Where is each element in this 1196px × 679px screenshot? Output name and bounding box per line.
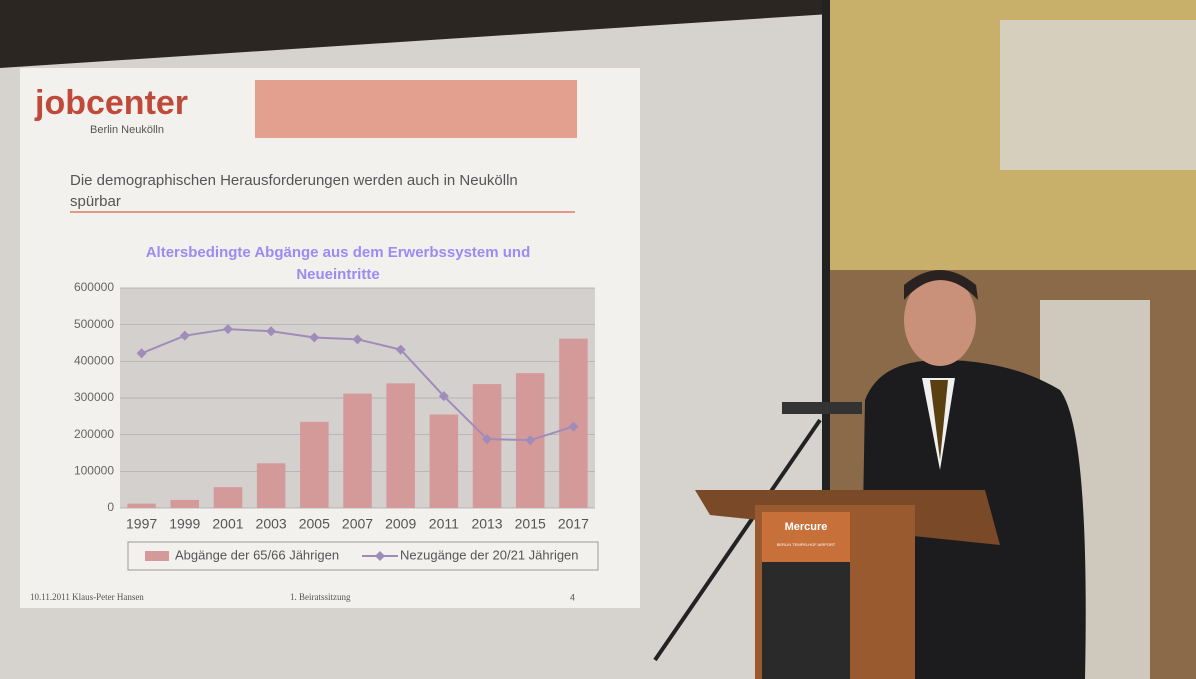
- x-tick-label: 2009: [385, 516, 416, 532]
- x-tick-label: 1997: [126, 516, 157, 532]
- x-tick-label: 2015: [515, 516, 546, 532]
- bar: [214, 487, 243, 508]
- bar: [343, 394, 372, 508]
- chart-title: Altersbedingte Abgänge aus dem Erwerbssy…: [118, 242, 558, 286]
- y-tick-label: 100000: [74, 464, 114, 478]
- bar: [127, 504, 156, 508]
- bar: [257, 463, 286, 508]
- y-tick-label: 400000: [74, 354, 114, 368]
- slide-banner: [255, 80, 577, 138]
- legend-swatch: [145, 551, 169, 561]
- curtain: [1000, 20, 1196, 170]
- x-tick-label: 2017: [558, 516, 589, 532]
- y-tick-label: 300000: [74, 390, 114, 404]
- bar: [430, 415, 459, 509]
- logo: jobcenter: [34, 84, 188, 122]
- scene: jobcenter Berlin Neukölln 0 100000 200000 3…: [0, 0, 1196, 679]
- page-number: 4: [570, 592, 575, 602]
- bar: [473, 384, 502, 508]
- slide-heading: Die demographischen Herausforderungen we…: [70, 170, 570, 212]
- bar: [386, 383, 415, 508]
- logo-sub: Berlin Neukölln: [90, 124, 164, 136]
- footer-left: 10.11.2011 Klaus-Peter Hansen: [30, 592, 144, 602]
- x-tick-label: 2007: [342, 516, 373, 532]
- bar: [300, 422, 329, 508]
- podium-sign: [762, 512, 850, 562]
- x-tick-label: 2003: [256, 516, 287, 532]
- mic: [782, 402, 862, 414]
- x-tick-label: 1999: [169, 516, 200, 532]
- page: jobcenter Berlin Neukölln 0 100000 200000 3…: [0, 0, 1196, 679]
- podium-brand: Mercure: [785, 521, 828, 533]
- bar: [171, 500, 200, 508]
- podium-location: BERLIN TEMPELHOF AIRPORT: [777, 542, 836, 547]
- x-tick-label: 2001: [212, 516, 243, 532]
- y-tick-label: 200000: [74, 427, 114, 441]
- x-tick-label: 2005: [299, 516, 330, 532]
- podium-panel: [762, 562, 850, 679]
- footer-mid: 1. Beiratssitzung: [290, 592, 351, 602]
- x-tick-label: 2011: [429, 516, 459, 532]
- legend-label: Abgänge der 65/66 Jährigen: [175, 547, 339, 562]
- y-tick-label: 600000: [74, 280, 114, 294]
- legend-label: Nezugänge der 20/21 Jährigen: [400, 547, 579, 562]
- x-tick-label: 2013: [471, 516, 502, 532]
- y-tick-label: 500000: [74, 317, 114, 331]
- y-tick-label: 0: [107, 500, 114, 514]
